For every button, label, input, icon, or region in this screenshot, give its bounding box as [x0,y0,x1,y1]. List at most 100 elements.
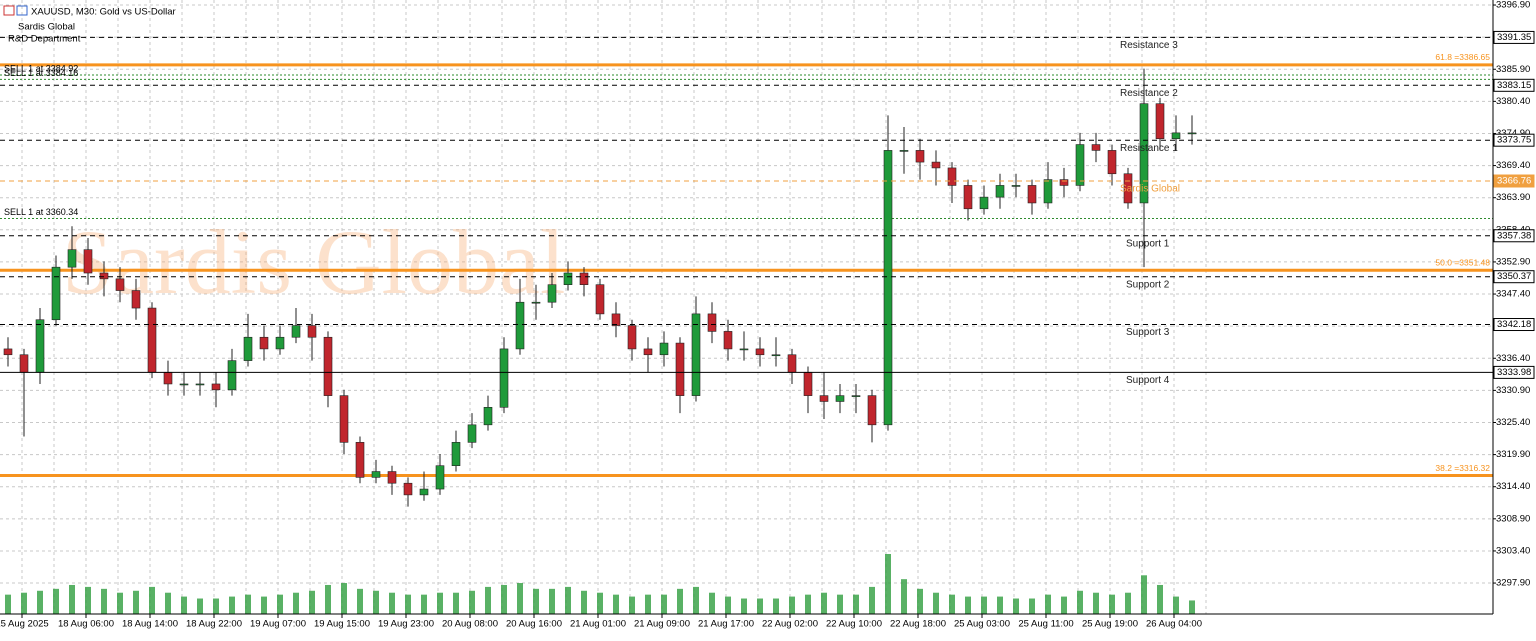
volume-bar [469,590,475,614]
candle-body [1155,103,1165,140]
volume-bar [325,584,331,614]
volume-bar [917,588,923,614]
y-tick-label: 3297.90 [1496,578,1530,589]
candle-body [195,383,205,386]
volume-bar [901,579,907,614]
candle-body [131,290,141,309]
volume-bar [1045,594,1051,614]
volume-bar [693,586,699,614]
volume-bar [373,590,379,614]
x-tick-label: 21 Aug 09:00 [634,619,690,630]
volume-bar [37,590,43,614]
level-name: Resistance 2 [1120,88,1178,99]
volume-bar [165,592,171,614]
volume-bar [261,596,267,614]
level-name: Support 1 [1126,238,1170,249]
candle-body [339,395,349,443]
symbol: XAUUSD, M30: Gold vs US-Dollar [31,7,176,18]
volume-bar [725,596,731,614]
volume-bar [149,586,155,614]
price-label: 3350.37 [1497,271,1531,282]
price-label: 3383.15 [1497,80,1531,91]
volume-bar [837,594,843,614]
volume-bar [245,594,251,614]
candle-body [403,482,413,496]
level-name: Support 4 [1126,375,1170,386]
candle-body [355,442,365,478]
y-tick-label: 3396.90 [1496,0,1530,11]
volume-bar [1141,575,1147,614]
candle-body [467,424,477,443]
candle-body [771,354,781,357]
candle-body [1027,185,1037,204]
volume-bar [101,588,107,614]
level-name: Resistance 3 [1120,40,1178,51]
header: XAUUSD, M30: Gold vs US-Dollar Sardis Gl… [3,5,176,45]
candle-body [755,348,765,356]
candle-body [675,342,685,396]
candle-body [419,488,429,496]
candle-body [147,307,157,373]
candle-body [1187,132,1197,135]
x-tick-label: 18 Aug 14:00 [122,619,178,630]
x-tick-label: 25 Aug 11:00 [1018,619,1073,630]
price-label: 3342.18 [1497,319,1531,330]
volume-bar [981,596,987,614]
y-tick-label: 3303.40 [1496,545,1530,556]
volume-bar [1173,596,1179,614]
candle-body [99,272,109,280]
candle-body [819,395,829,402]
fibonacci-label: 61.8 =3386.65 [1435,52,1490,62]
volume-bar [1125,592,1131,614]
candle-body [371,471,381,478]
candle-body [499,348,509,408]
candle-body [1043,179,1053,204]
x-tick-label: 20 Aug 16:00 [506,619,562,630]
candle-body [451,442,461,466]
fibonacci-label: 50.0 =3351.48 [1435,257,1490,267]
candle-body [595,284,605,315]
x-tick-label: 20 Aug 08:00 [442,619,498,630]
x-tick-label: 15 Aug 2025 [0,619,49,630]
candle-body [915,150,925,163]
y-tick-label: 3319.90 [1496,449,1530,460]
candle-body [1123,173,1133,204]
candle-body [883,150,893,426]
candle-body [867,395,877,426]
candle-body [483,407,493,426]
volume-bar [853,594,859,614]
y-tick-label: 3380.40 [1496,96,1530,107]
price-box [1493,78,1535,92]
volume-bar [5,594,11,614]
volume-bar [229,596,235,614]
volume-bar [117,592,123,614]
watermark: Sardis Global [62,211,565,313]
x-tick-label: 18 Aug 22:00 [186,619,242,630]
price-box [1493,229,1535,243]
volume-bar [533,588,539,614]
x-tick-label: 19 Aug 15:00 [314,619,370,630]
price-label: 3391.35 [1497,32,1531,43]
volume-bar [357,588,363,614]
volume-bar [773,598,779,614]
level-name: Support 3 [1126,327,1170,338]
price-box [1493,318,1535,332]
price-label: 3373.75 [1497,135,1531,146]
volume-bar [277,594,283,614]
volume-bar [453,592,459,614]
x-tick-label: 22 Aug 18:00 [890,619,946,630]
volume-bar [1157,584,1163,614]
candle-body [259,336,269,350]
y-tick-label: 3336.40 [1496,353,1530,364]
x-tick-label: 25 Aug 19:00 [1082,619,1138,630]
candle-body [979,196,989,210]
order-label: SELL 1 at 3384.16 [4,68,78,78]
volume-bar [85,586,91,614]
y-tick-label: 3352.90 [1496,256,1530,267]
volume-bar [389,592,395,614]
candle-body [899,150,909,152]
candle-body [179,383,189,386]
candle-body [243,336,253,361]
volume-bar [645,594,651,614]
